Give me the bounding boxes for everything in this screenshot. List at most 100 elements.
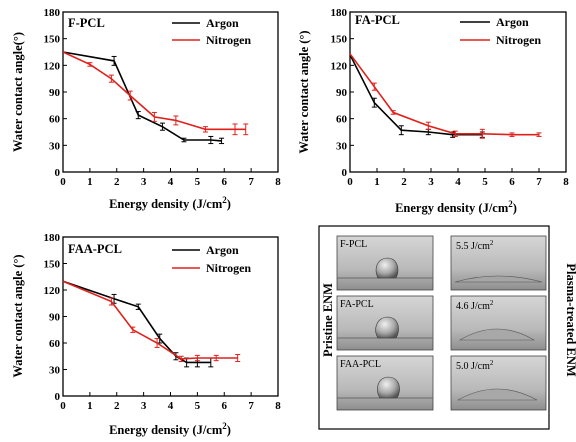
x-tick-label: 1 [87, 176, 93, 188]
y-tick-label: 120 [44, 60, 61, 72]
x-axis-label: Energy density (J/cm2) [109, 195, 231, 211]
legend-label-nitrogen: Nitrogen [496, 33, 541, 47]
panel-title: F-PCL [68, 16, 105, 30]
y-tick-label: 150 [44, 34, 61, 46]
x-tick-label: 8 [275, 176, 281, 188]
y-tick-label: 120 [44, 285, 61, 297]
x-tick-label: 0 [60, 400, 66, 412]
error-bar-nitrogen [173, 115, 179, 126]
error-bar-argon [159, 122, 165, 131]
x-tick-label: 8 [563, 176, 569, 188]
legend: Argon Nitrogen [172, 16, 251, 47]
y-tick-label: 90 [49, 87, 61, 99]
x-tick-label: 5 [195, 176, 201, 188]
chart-f-pcl: Water contact angle(°) 0 1 2 3 4 5 6 7 8 0 30 60 90 1… [11, 7, 281, 211]
error-bar-nitrogen [151, 111, 157, 122]
image-label: FAA-PCL [340, 359, 381, 370]
x-axis-label-superscript: 2 [222, 195, 227, 205]
x-axis-label: Energy density (J/cm2) [109, 421, 231, 437]
y-tick-label: 90 [49, 312, 61, 324]
x-tick-label: 1 [374, 176, 380, 188]
plot-area: 0 1 2 3 4 5 6 7 8 0 30 60 90 120 150 180 [44, 232, 282, 412]
pristine-image-f-pcl: F-PCL [336, 235, 434, 291]
error-bar-nitrogen [509, 132, 515, 137]
legend-label-argon: Argon [206, 243, 239, 257]
y-axis-label: Water contact angle (°) [11, 254, 25, 377]
droplet-photo-background [450, 295, 547, 351]
x-tick-label: 2 [114, 400, 120, 412]
chart-fa-pcl: Water contact angle (°) 0 1 2 3 4 5 6 7 8 0 30 60 90… [297, 7, 569, 215]
error-bar-nitrogen [390, 110, 396, 115]
error-bar-argon [208, 135, 214, 145]
y-tick-label: 30 [336, 140, 348, 152]
error-bar-nitrogen [202, 126, 208, 133]
image-label: FA-PCL [340, 299, 374, 310]
y-tick-label: 60 [49, 338, 61, 350]
x-tick-label: 7 [536, 176, 542, 188]
error-bar-nitrogen [232, 123, 238, 136]
error-bar-nitrogen [243, 123, 249, 136]
y-tick-label: 30 [49, 365, 61, 377]
image-label: 5.0 J/cm2 [456, 359, 494, 372]
series-line-argon [349, 54, 483, 136]
x-tick-label: 0 [60, 176, 66, 188]
y-tick-label: 150 [331, 34, 348, 46]
error-bar-nitrogen [194, 354, 200, 362]
treated-image-f-pcl: 5.5 J/cm2 [450, 235, 547, 291]
error-bar-argon [181, 137, 187, 143]
error-bar-argon [111, 55, 117, 66]
error-bar-nitrogen [479, 128, 485, 139]
y-tick-label: 60 [336, 114, 348, 126]
chart-faa-pcl: Water contact angle (°) 0 1 2 3 4 5 6 7 8 0 30 60 90… [11, 232, 281, 437]
water-droplet [375, 316, 399, 339]
image-label-text: 5.5 J/cm [456, 241, 490, 252]
legend: Argon Nitrogen [172, 243, 251, 275]
x-tick-label: 2 [114, 176, 120, 188]
series-line-argon [62, 280, 211, 364]
error-bar-nitrogen [371, 82, 377, 91]
x-tick-label: 0 [347, 176, 353, 188]
spread-droplet [458, 328, 536, 341]
x-tick-label: 5 [195, 400, 201, 412]
x-tick-label: 6 [222, 176, 228, 188]
image-label: 4.6 J/cm2 [456, 299, 494, 312]
image-label: 5.5 J/cm2 [456, 239, 494, 252]
y-axis-label: Water contact angle(°) [11, 32, 25, 152]
x-axis-label-text: Energy density (J/cm [109, 197, 223, 211]
x-tick-label: 4 [455, 176, 461, 188]
y-tick-label: 180 [44, 7, 61, 19]
error-bar-argon [398, 125, 404, 136]
legend: Argon Nitrogen [460, 15, 541, 47]
error-bar-nitrogen [213, 354, 219, 362]
y-tick-label: 0 [55, 391, 61, 403]
contact-angle-images-panel: Pristine ENM Plasma-treated ENM F-PCL FA… [318, 225, 576, 430]
y-tick-label: 30 [49, 140, 61, 152]
x-axis-label-text: Energy density (J/cm [395, 201, 509, 215]
image-label-superscript: 2 [490, 239, 494, 247]
y-tick-label: 120 [331, 60, 348, 72]
image-label: F-PCL [340, 239, 367, 250]
pristine-image-faa-pcl: FAA-PCL [336, 355, 434, 411]
x-axis-label-superscript: 2 [222, 421, 227, 431]
spread-droplet [454, 275, 543, 283]
x-tick-label: 7 [248, 400, 254, 412]
x-tick-label: 6 [222, 400, 228, 412]
error-bar-argon [371, 97, 377, 108]
x-axis-label-close: ) [513, 201, 517, 215]
x-tick-label: 3 [141, 400, 147, 412]
x-tick-label: 7 [248, 176, 254, 188]
y-tick-label: 90 [336, 87, 348, 99]
legend-label-argon: Argon [496, 15, 529, 29]
x-tick-label: 4 [168, 400, 174, 412]
image-label-superscript: 2 [490, 359, 494, 367]
error-bar-nitrogen [154, 338, 160, 348]
water-droplet [375, 257, 399, 279]
error-bar-nitrogen [536, 132, 542, 137]
error-bar-nitrogen [108, 297, 114, 306]
legend-label-nitrogen: Nitrogen [206, 261, 251, 275]
series-line-nitrogen [62, 280, 238, 360]
treated-image-fa-pcl: 4.6 J/cm2 [450, 295, 547, 351]
x-tick-label: 1 [87, 400, 93, 412]
x-tick-label: 8 [275, 400, 281, 412]
